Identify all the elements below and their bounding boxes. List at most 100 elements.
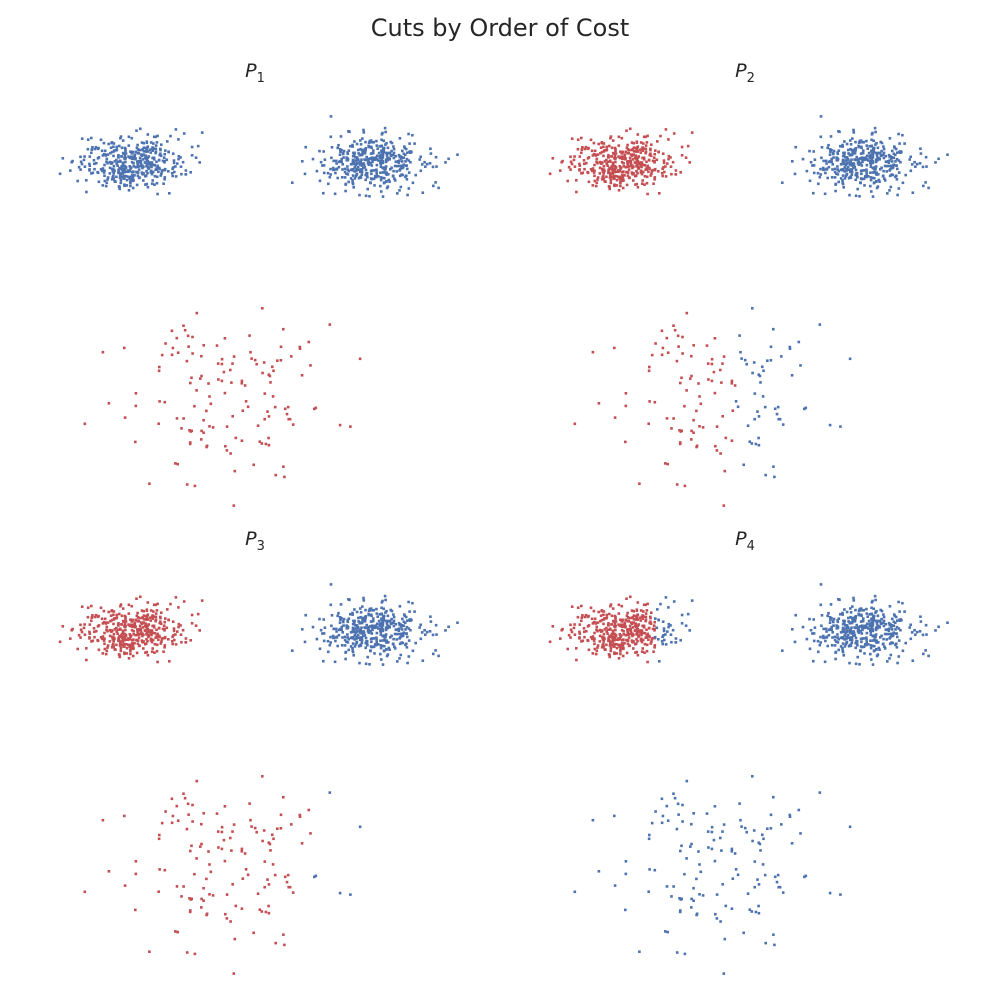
scatter-point	[329, 641, 332, 644]
scatter-point	[105, 625, 109, 629]
scatter-point	[861, 619, 865, 623]
scatter-point	[174, 128, 178, 131]
scatter-point	[690, 842, 693, 846]
scatter-point	[715, 917, 719, 920]
scatter-point	[285, 412, 289, 416]
scatter-point	[720, 381, 723, 384]
scatter-point	[890, 632, 893, 636]
scatter-point	[125, 642, 128, 646]
scatter-point	[788, 347, 792, 350]
scatter-point	[674, 169, 678, 172]
scatter-point	[646, 192, 649, 196]
scatter-point	[195, 779, 199, 783]
scatter-point	[848, 163, 852, 166]
scatter-point	[357, 148, 360, 152]
scatter-point	[371, 628, 374, 632]
scatter-point	[341, 631, 344, 634]
scatter-point	[363, 620, 367, 623]
scatter-point	[155, 649, 159, 653]
scatter-point	[835, 172, 838, 175]
scatter-point	[751, 775, 754, 778]
scatter-point	[150, 633, 153, 637]
scatter-point	[110, 629, 114, 632]
scatter-point	[643, 174, 647, 178]
scatter-point	[635, 164, 639, 167]
scatter-point	[842, 630, 845, 634]
scatter-point	[924, 181, 927, 184]
scatter-point	[748, 908, 752, 911]
scatter-point	[424, 165, 427, 168]
scatter-point	[613, 184, 616, 188]
scatter-point	[690, 906, 693, 909]
scatter-point	[187, 345, 190, 348]
scatter-point	[894, 621, 897, 625]
scatter-point	[608, 144, 611, 148]
scatter-point	[397, 632, 401, 636]
scatter-point	[409, 150, 412, 153]
scatter-point	[387, 646, 391, 650]
scatter-point	[889, 653, 893, 657]
scatter-point	[373, 184, 376, 187]
scatter-point	[384, 166, 387, 170]
scatter-point	[602, 632, 606, 636]
scatter-point	[200, 354, 203, 358]
scatter-point	[355, 635, 358, 638]
scatter-point	[146, 159, 150, 163]
scatter-point	[844, 163, 848, 167]
scatter-point	[658, 660, 661, 663]
scatter-point	[753, 860, 757, 863]
scatter-point	[707, 846, 710, 849]
scatter-point	[812, 150, 815, 153]
scatter-point	[189, 909, 192, 912]
scatter-point	[825, 630, 828, 633]
scatter-point	[139, 630, 143, 634]
scatter-point	[842, 654, 845, 657]
scatter-point	[146, 166, 150, 169]
scatter-point	[618, 645, 621, 648]
scatter-point	[149, 637, 153, 641]
scatter-point	[128, 156, 132, 160]
scatter-point	[132, 630, 135, 633]
scatter-point	[791, 160, 794, 163]
scatter-point	[648, 868, 651, 871]
scatter-point	[600, 618, 604, 622]
scatter-point	[184, 637, 188, 640]
scatter-point	[142, 165, 145, 169]
scatter-point	[90, 616, 94, 619]
scatter-point	[279, 359, 283, 362]
scatter-point	[356, 629, 359, 633]
scatter-point	[896, 167, 899, 171]
scatter-point	[645, 141, 649, 144]
scatter-point	[683, 952, 687, 956]
scatter-point	[897, 627, 901, 630]
scatter-point	[660, 171, 664, 175]
scatter-point	[630, 148, 633, 152]
scatter-point	[379, 633, 383, 636]
scatter-point	[82, 158, 86, 162]
scatter-point	[821, 166, 825, 170]
scatter-point	[629, 161, 633, 164]
scatter-point	[334, 171, 337, 175]
scatter-point	[392, 615, 396, 619]
scatter-point	[137, 636, 141, 639]
scatter-point	[346, 165, 349, 168]
scatter-point	[329, 115, 333, 118]
scatter-point	[838, 130, 841, 134]
scatter-point	[637, 623, 641, 626]
scatter-point	[626, 642, 630, 645]
scatter-point	[620, 644, 624, 648]
scatter-point	[144, 183, 147, 186]
scatter-point	[869, 629, 872, 632]
scatter-point	[899, 160, 902, 164]
scatter-point	[593, 617, 597, 621]
scatter-point	[106, 178, 109, 181]
scatter-point	[695, 409, 698, 413]
scatter-point	[825, 168, 829, 171]
scatter-point	[639, 619, 643, 622]
scatter-point	[879, 154, 883, 158]
scatter-point	[601, 638, 605, 641]
scatter-point	[110, 167, 114, 171]
scatter-point	[713, 391, 717, 395]
scatter-point	[646, 632, 649, 636]
scatter-point	[150, 182, 154, 185]
